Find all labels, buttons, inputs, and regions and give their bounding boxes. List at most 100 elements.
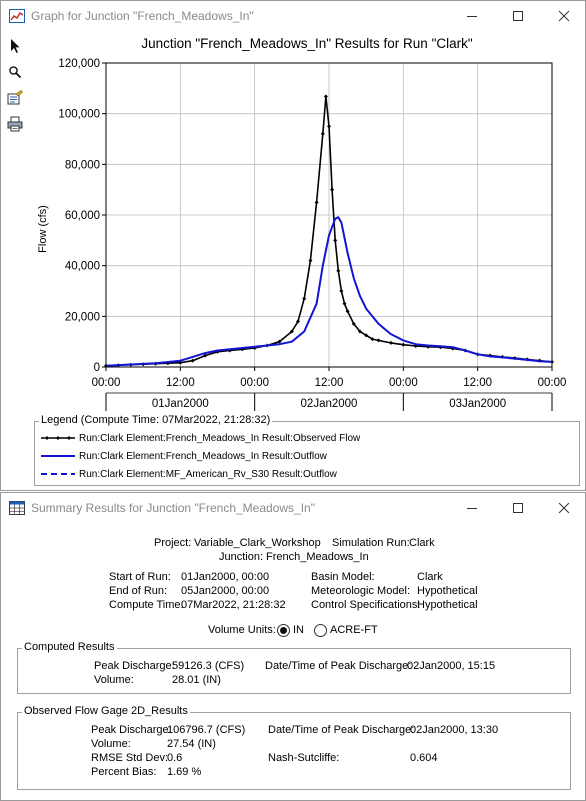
x-tick-label: 00:00: [240, 377, 269, 389]
legend-label-mf-american: Run:Clark Element:MF_American_Rv_S30 Res…: [79, 468, 337, 480]
end-of-run-label: End of Run:: [109, 585, 168, 597]
series-marker-0: [289, 329, 294, 334]
x-tick-label: 00:00: [389, 377, 418, 389]
control-specifications-label: Control Specifications:: [311, 599, 421, 611]
series-marker-0: [203, 353, 208, 358]
legend-swatch-outflow: [41, 455, 75, 457]
graph-window: Graph for Junction "French_Meadows_In" J…: [0, 0, 586, 491]
legend-item-observed-flow[interactable]: Run:Clark Element:French_Meadows_In Resu…: [41, 431, 360, 445]
nash-sutcliffe-value: 0.604: [410, 752, 438, 764]
series-marker-0: [320, 131, 325, 136]
series-marker-0: [342, 301, 347, 306]
volume-unit-in-radio[interactable]: [277, 624, 290, 637]
maximize-icon: [513, 11, 523, 21]
series-marker-0: [314, 200, 319, 205]
y-axis-label: Flow (cfs): [37, 205, 49, 253]
chart-grid: [106, 63, 552, 367]
properties-tool-button[interactable]: [4, 87, 26, 109]
x-tick-label: 12:00: [463, 377, 492, 389]
series-marker-0: [327, 124, 331, 129]
series-marker-0: [370, 337, 375, 342]
summary-maximize-button[interactable]: [495, 493, 541, 523]
day-label: 03Jan2000: [449, 398, 506, 410]
y-tick-label: 80,000: [65, 159, 100, 171]
close-icon: [558, 502, 570, 514]
series-marker-0: [190, 358, 195, 363]
legend-swatch-observed: [41, 436, 75, 440]
legend-label-outflow: Run:Clark Element:French_Meadows_In Resu…: [79, 450, 327, 462]
basin-model-label: Basin Model:: [311, 571, 375, 583]
volume-unit-in-label[interactable]: IN: [293, 624, 304, 636]
minimize-icon: [467, 508, 477, 509]
close-icon: [558, 10, 570, 22]
project-value: Variable_Clark_Workshop: [194, 537, 321, 549]
chart-title: Junction "French_Meadows_In" Results for…: [141, 36, 473, 51]
maximize-icon: [513, 503, 523, 513]
legend-item-mf-american-outflow[interactable]: Run:Clark Element:MF_American_Rv_S30 Res…: [41, 467, 337, 481]
graph-title-bar[interactable]: Graph for Junction "French_Meadows_In": [1, 1, 585, 31]
day-label: 02Jan2000: [301, 398, 358, 410]
magnifier-icon: [9, 66, 22, 79]
computed-peak-discharge-value: 59126.3 (CFS): [172, 660, 245, 672]
x-tick-label: 00:00: [92, 377, 121, 389]
observed-flow-group: Observed Flow Gage 2D_Results Peak Disch…: [17, 705, 571, 790]
y-tick-label: 120,000: [58, 58, 100, 70]
volume-unit-acre-ft-radio[interactable]: [314, 624, 327, 637]
observed-peak-time-value: 02Jan2000, 13:30: [410, 724, 499, 736]
plot-frame: [105, 62, 553, 368]
summary-close-button[interactable]: [541, 493, 586, 523]
rmse-std-dev-label: RMSE Std Dev:: [91, 752, 169, 764]
junction-label: Junction:: [219, 551, 264, 563]
summary-title-bar[interactable]: Summary Results for Junction "French_Mea…: [1, 493, 585, 523]
table-app-icon: [9, 501, 25, 515]
flow-chart[interactable]: Junction "French_Meadows_In" Results for…: [1, 31, 585, 419]
meteorologic-model-label: Meteorologic Model:: [311, 585, 411, 597]
maximize-button[interactable]: [495, 1, 541, 31]
y-tick-label: 20,000: [65, 311, 100, 323]
graph-window-title: Graph for Junction "French_Meadows_In": [31, 9, 254, 23]
observed-volume-value: 27.54 (IN): [167, 738, 216, 750]
volume-unit-acre-ft-label[interactable]: ACRE-FT: [330, 624, 378, 636]
compute-time-value: 07Mar2022, 21:28:32: [181, 599, 286, 611]
minimize-button[interactable]: [449, 1, 495, 31]
computed-peak-time-value: 02Jan2000, 15:15: [407, 660, 496, 672]
rmse-std-dev-value: 0.6: [167, 752, 183, 764]
series-marker-0: [376, 338, 381, 343]
legend-item-outflow[interactable]: Run:Clark Element:French_Meadows_In Resu…: [41, 449, 327, 463]
computed-volume-value: 28.01 (IN): [172, 674, 221, 686]
observed-peak-time-label: Date/Time of Peak Discharge:: [268, 724, 415, 736]
printer-icon: [7, 116, 23, 132]
percent-bias-label: Percent Bias:: [91, 766, 157, 778]
series-marker-0: [333, 238, 338, 243]
series-marker-0: [388, 340, 393, 345]
computed-volume-label: Volume:: [94, 674, 134, 686]
print-tool-button[interactable]: [4, 113, 26, 135]
observed-peak-discharge-value: 106796.7 (CFS): [167, 724, 246, 736]
percent-bias-value: 1.69 %: [167, 766, 202, 778]
series-line-0: [105, 95, 553, 367]
computed-results-group: Computed Results Peak Discharge: 59126.3…: [17, 641, 571, 694]
project-label: Project:: [154, 537, 192, 549]
basin-model-value: Clark: [417, 571, 443, 583]
series-line-1: [105, 216, 553, 367]
summary-minimize-button[interactable]: [449, 493, 495, 523]
control-specifications-value: Hypothetical: [417, 599, 478, 611]
nash-sutcliffe-label: Nash-Sutcliffe:: [268, 752, 340, 764]
summary-window-title: Summary Results for Junction "French_Mea…: [31, 501, 315, 515]
x-tick-label: 12:00: [315, 377, 344, 389]
zoom-tool-button[interactable]: [4, 61, 26, 83]
edit-properties-icon: [7, 90, 23, 105]
select-tool-button[interactable]: [4, 35, 26, 57]
computed-peak-time-label: Date/Time of Peak Discharge:: [265, 660, 412, 672]
series-marker-0: [277, 339, 282, 344]
legend-title: Legend (Compute Time: 07Mar2022, 21:28:3…: [39, 414, 273, 426]
legend-swatch-mf-american: [41, 473, 75, 475]
compute-time-label: Compute Time:: [109, 599, 184, 611]
simulation-run-label: Simulation Run:: [332, 537, 410, 549]
computed-peak-discharge-label: Peak Discharge:: [94, 660, 175, 672]
graph-app-icon: [9, 9, 25, 23]
meteorologic-model-value: Hypothetical: [417, 585, 478, 597]
close-button[interactable]: [541, 1, 586, 31]
chart-legend: Legend (Compute Time: 07Mar2022, 21:28:3…: [34, 414, 580, 486]
volume-units-label: Volume Units:: [208, 624, 276, 636]
